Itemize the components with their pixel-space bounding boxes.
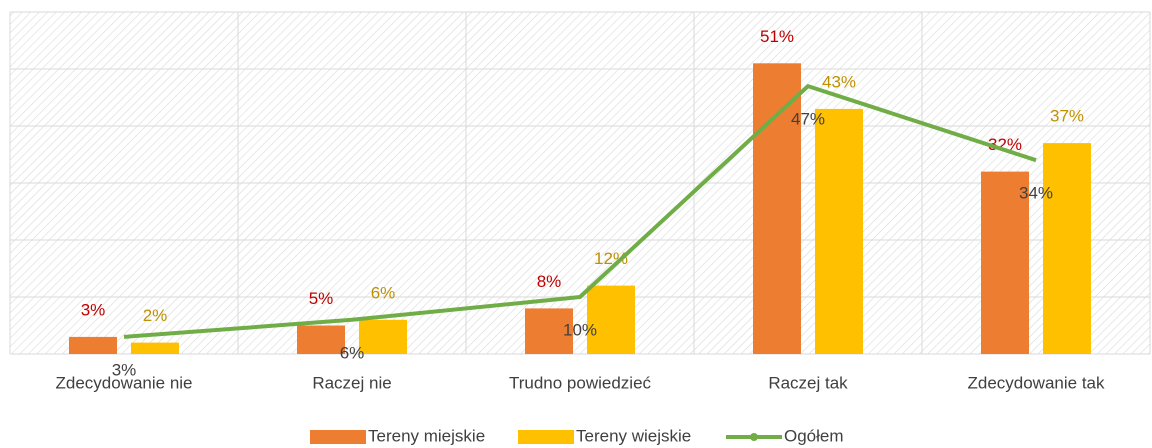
data-label: 8% [537,272,562,291]
bar [753,63,801,355]
data-label: 47% [791,110,825,129]
data-label: 3% [112,360,137,379]
bar [69,336,117,354]
x-tick-label: Raczej tak [768,373,848,392]
legend-swatch [310,430,366,444]
bar [1043,143,1091,354]
legend-marker [750,433,758,441]
data-label: 5% [309,289,334,308]
data-label: 6% [371,283,396,302]
data-label: 2% [143,306,168,325]
x-tick-label: Trudno powiedzieć [509,373,652,392]
bar [359,319,407,354]
x-tick-label: Zdecydowanie tak [967,373,1105,392]
bar [815,108,863,355]
legend-label: Ogółem [784,426,844,445]
data-label: 6% [340,343,365,362]
bar [131,342,179,354]
data-label: 34% [1019,184,1053,203]
legend-swatch [518,430,574,444]
line [123,84,1037,339]
bar [525,308,573,354]
data-label: 10% [563,320,597,339]
data-label: 12% [594,249,628,268]
bar [297,325,345,354]
data-label: 3% [81,300,106,319]
data-label: 43% [822,72,856,91]
bar [587,285,635,354]
data-label: 51% [760,27,794,46]
x-tick-label: Zdecydowanie nie [55,373,192,392]
bar [981,171,1029,354]
legend-label: Tereny miejskie [368,426,485,445]
x-tick-label: Raczej nie [312,373,391,392]
legend-label: Tereny wiejskie [576,426,691,445]
data-label: 37% [1050,107,1084,126]
